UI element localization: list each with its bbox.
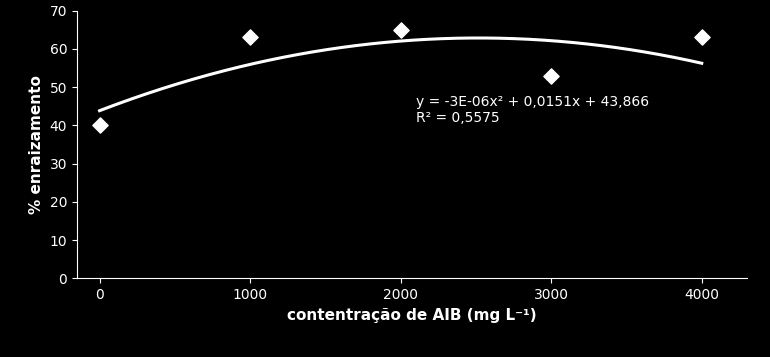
Point <box>545 73 557 79</box>
Point <box>244 35 256 40</box>
Text: y = -3E-06x² + 0,0151x + 43,866
R² = 0,5575: y = -3E-06x² + 0,0151x + 43,866 R² = 0,5… <box>416 95 649 125</box>
Y-axis label: % enraizamento: % enraizamento <box>29 75 44 214</box>
Point <box>695 35 708 40</box>
X-axis label: contentração de AIB (mg L⁻¹): contentração de AIB (mg L⁻¹) <box>287 308 537 323</box>
Point <box>394 27 407 33</box>
Point <box>93 122 105 128</box>
